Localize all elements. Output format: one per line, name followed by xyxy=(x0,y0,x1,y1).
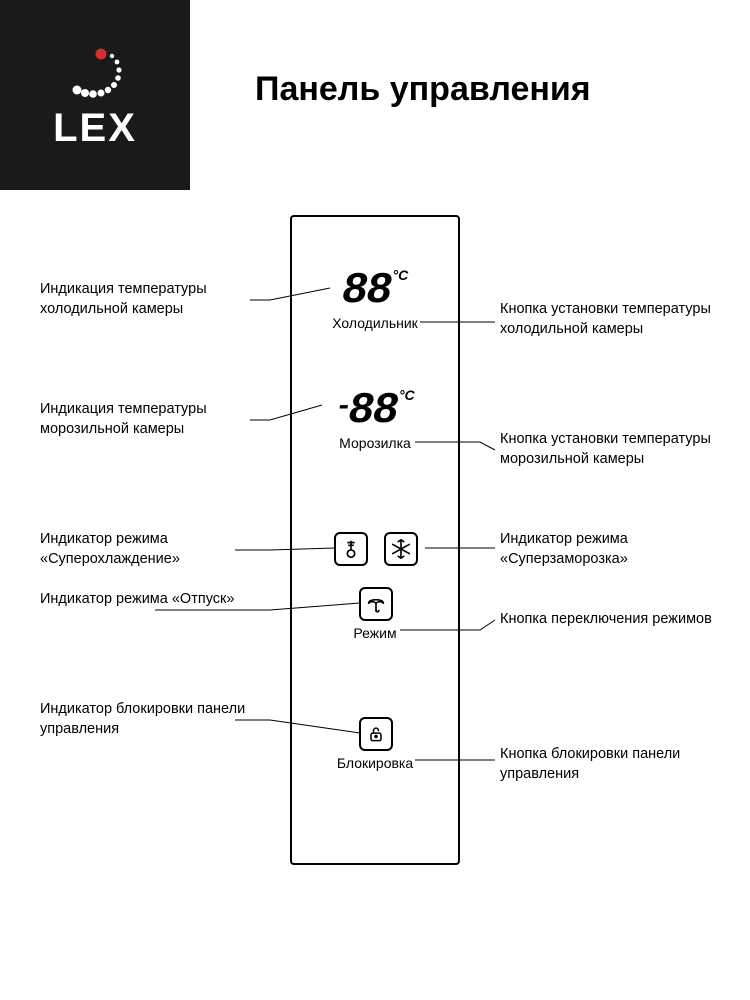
fridge-temp-value: 88 xyxy=(342,269,391,313)
lock-button[interactable]: Блокировка xyxy=(337,755,413,771)
freezer-temp-value: 88 xyxy=(348,389,397,433)
control-panel: 88°C Холодильник -88°C Морозилка xyxy=(290,215,460,865)
fridge-temp-display: 88°C Холодильник xyxy=(332,267,418,331)
freezer-label-button[interactable]: Морозилка xyxy=(335,435,414,451)
supercool-icon xyxy=(334,532,368,566)
callout-vacation: Индикатор режима «Отпуск» xyxy=(40,590,260,610)
freezer-temp-display: -88°C Морозилка xyxy=(335,387,414,451)
callout-freezer-btn: Кнопка установки температуры морозильной… xyxy=(500,430,730,469)
snowflake-icon xyxy=(384,532,418,566)
fridge-label-button[interactable]: Холодильник xyxy=(332,315,418,331)
callout-fridge-temp: Индикация температуры холодильной камеры xyxy=(40,280,260,319)
page-title: Панель управления xyxy=(255,70,591,109)
freezer-temp-unit: °C xyxy=(399,387,415,403)
mode-button[interactable]: Режим xyxy=(353,625,396,641)
umbrella-icon xyxy=(359,587,393,621)
callout-lock-ind: Индикатор блокировки панели управления xyxy=(40,700,260,739)
callout-fridge-btn: Кнопка установки температуры холодильной… xyxy=(500,300,730,339)
logo-swirl-icon xyxy=(55,40,135,100)
callout-supercool: Индикатор режима «Суперохлаждение» xyxy=(40,530,260,569)
callout-mode-btn: Кнопка переключения режимов xyxy=(500,610,730,630)
callout-lock-btn: Кнопка блокировки панели управления xyxy=(500,745,730,784)
fridge-temp-unit: °C xyxy=(393,267,409,283)
lock-icon xyxy=(359,717,393,751)
callout-freezer-temp: Индикация температуры морозильной камеры xyxy=(40,400,260,439)
logo-box: LEX xyxy=(0,0,190,190)
logo-text: LEX xyxy=(53,106,137,151)
callout-superfreeze: Индикатор режима «Суперзаморозка» xyxy=(500,530,730,569)
